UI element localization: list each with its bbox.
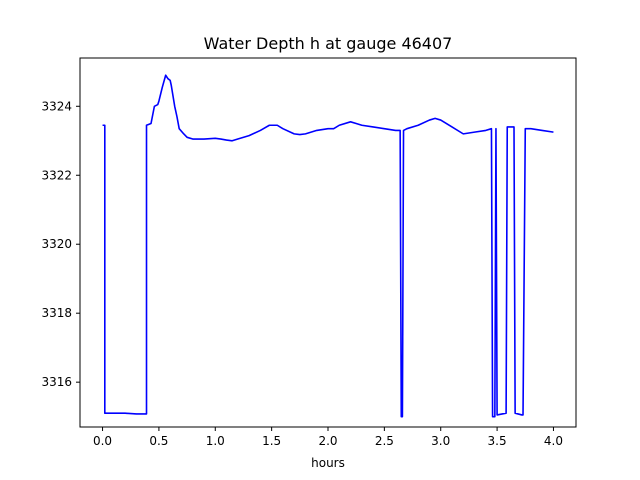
y-tick-label: 3320 <box>41 237 72 251</box>
x-tick-label: 4.0 <box>544 434 563 448</box>
x-axis-label: hours <box>311 456 345 470</box>
x-tick-label: 1.5 <box>262 434 281 448</box>
x-tick-label: 0.5 <box>149 434 168 448</box>
x-tick-label: 0.0 <box>93 434 112 448</box>
x-tick-label: 3.0 <box>431 434 450 448</box>
series-line-0 <box>102 74 554 418</box>
y-tick-label: 3318 <box>41 306 72 320</box>
y-tick-label: 3324 <box>41 99 72 113</box>
chart-title: Water Depth h at gauge 46407 <box>204 34 453 53</box>
x-tick-label: 2.0 <box>318 434 337 448</box>
y-axis: 3316 3318 3320 3322 3324 <box>41 99 80 389</box>
x-tick-label: 2.5 <box>375 434 394 448</box>
x-axis: 0.0 0.5 1.0 1.5 2.0 2.5 3.0 3.5 4.0 <box>93 427 563 448</box>
x-tick-label: 1.0 <box>206 434 225 448</box>
y-tick-label: 3316 <box>41 375 72 389</box>
y-tick-label: 3322 <box>41 168 72 182</box>
x-tick-label: 3.5 <box>488 434 507 448</box>
series-layer <box>102 74 554 418</box>
